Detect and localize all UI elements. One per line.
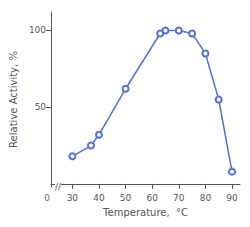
svg-text:70: 70 (173, 193, 185, 203)
svg-text:30: 30 (67, 193, 79, 203)
svg-text:50: 50 (120, 193, 132, 203)
svg-text:0: 0 (44, 193, 50, 203)
svg-text:80: 80 (200, 193, 212, 203)
svg-text:90: 90 (226, 193, 238, 203)
svg-text:Temperature, °C: Temperature, °C (102, 207, 188, 218)
svg-text://: // (55, 182, 62, 192)
svg-text:Relative Activity, %: Relative Activity, % (8, 51, 19, 148)
svg-text:50: 50 (35, 102, 47, 112)
svg-text:100: 100 (29, 25, 46, 35)
svg-text:60: 60 (146, 193, 158, 203)
svg-text:40: 40 (93, 193, 105, 203)
